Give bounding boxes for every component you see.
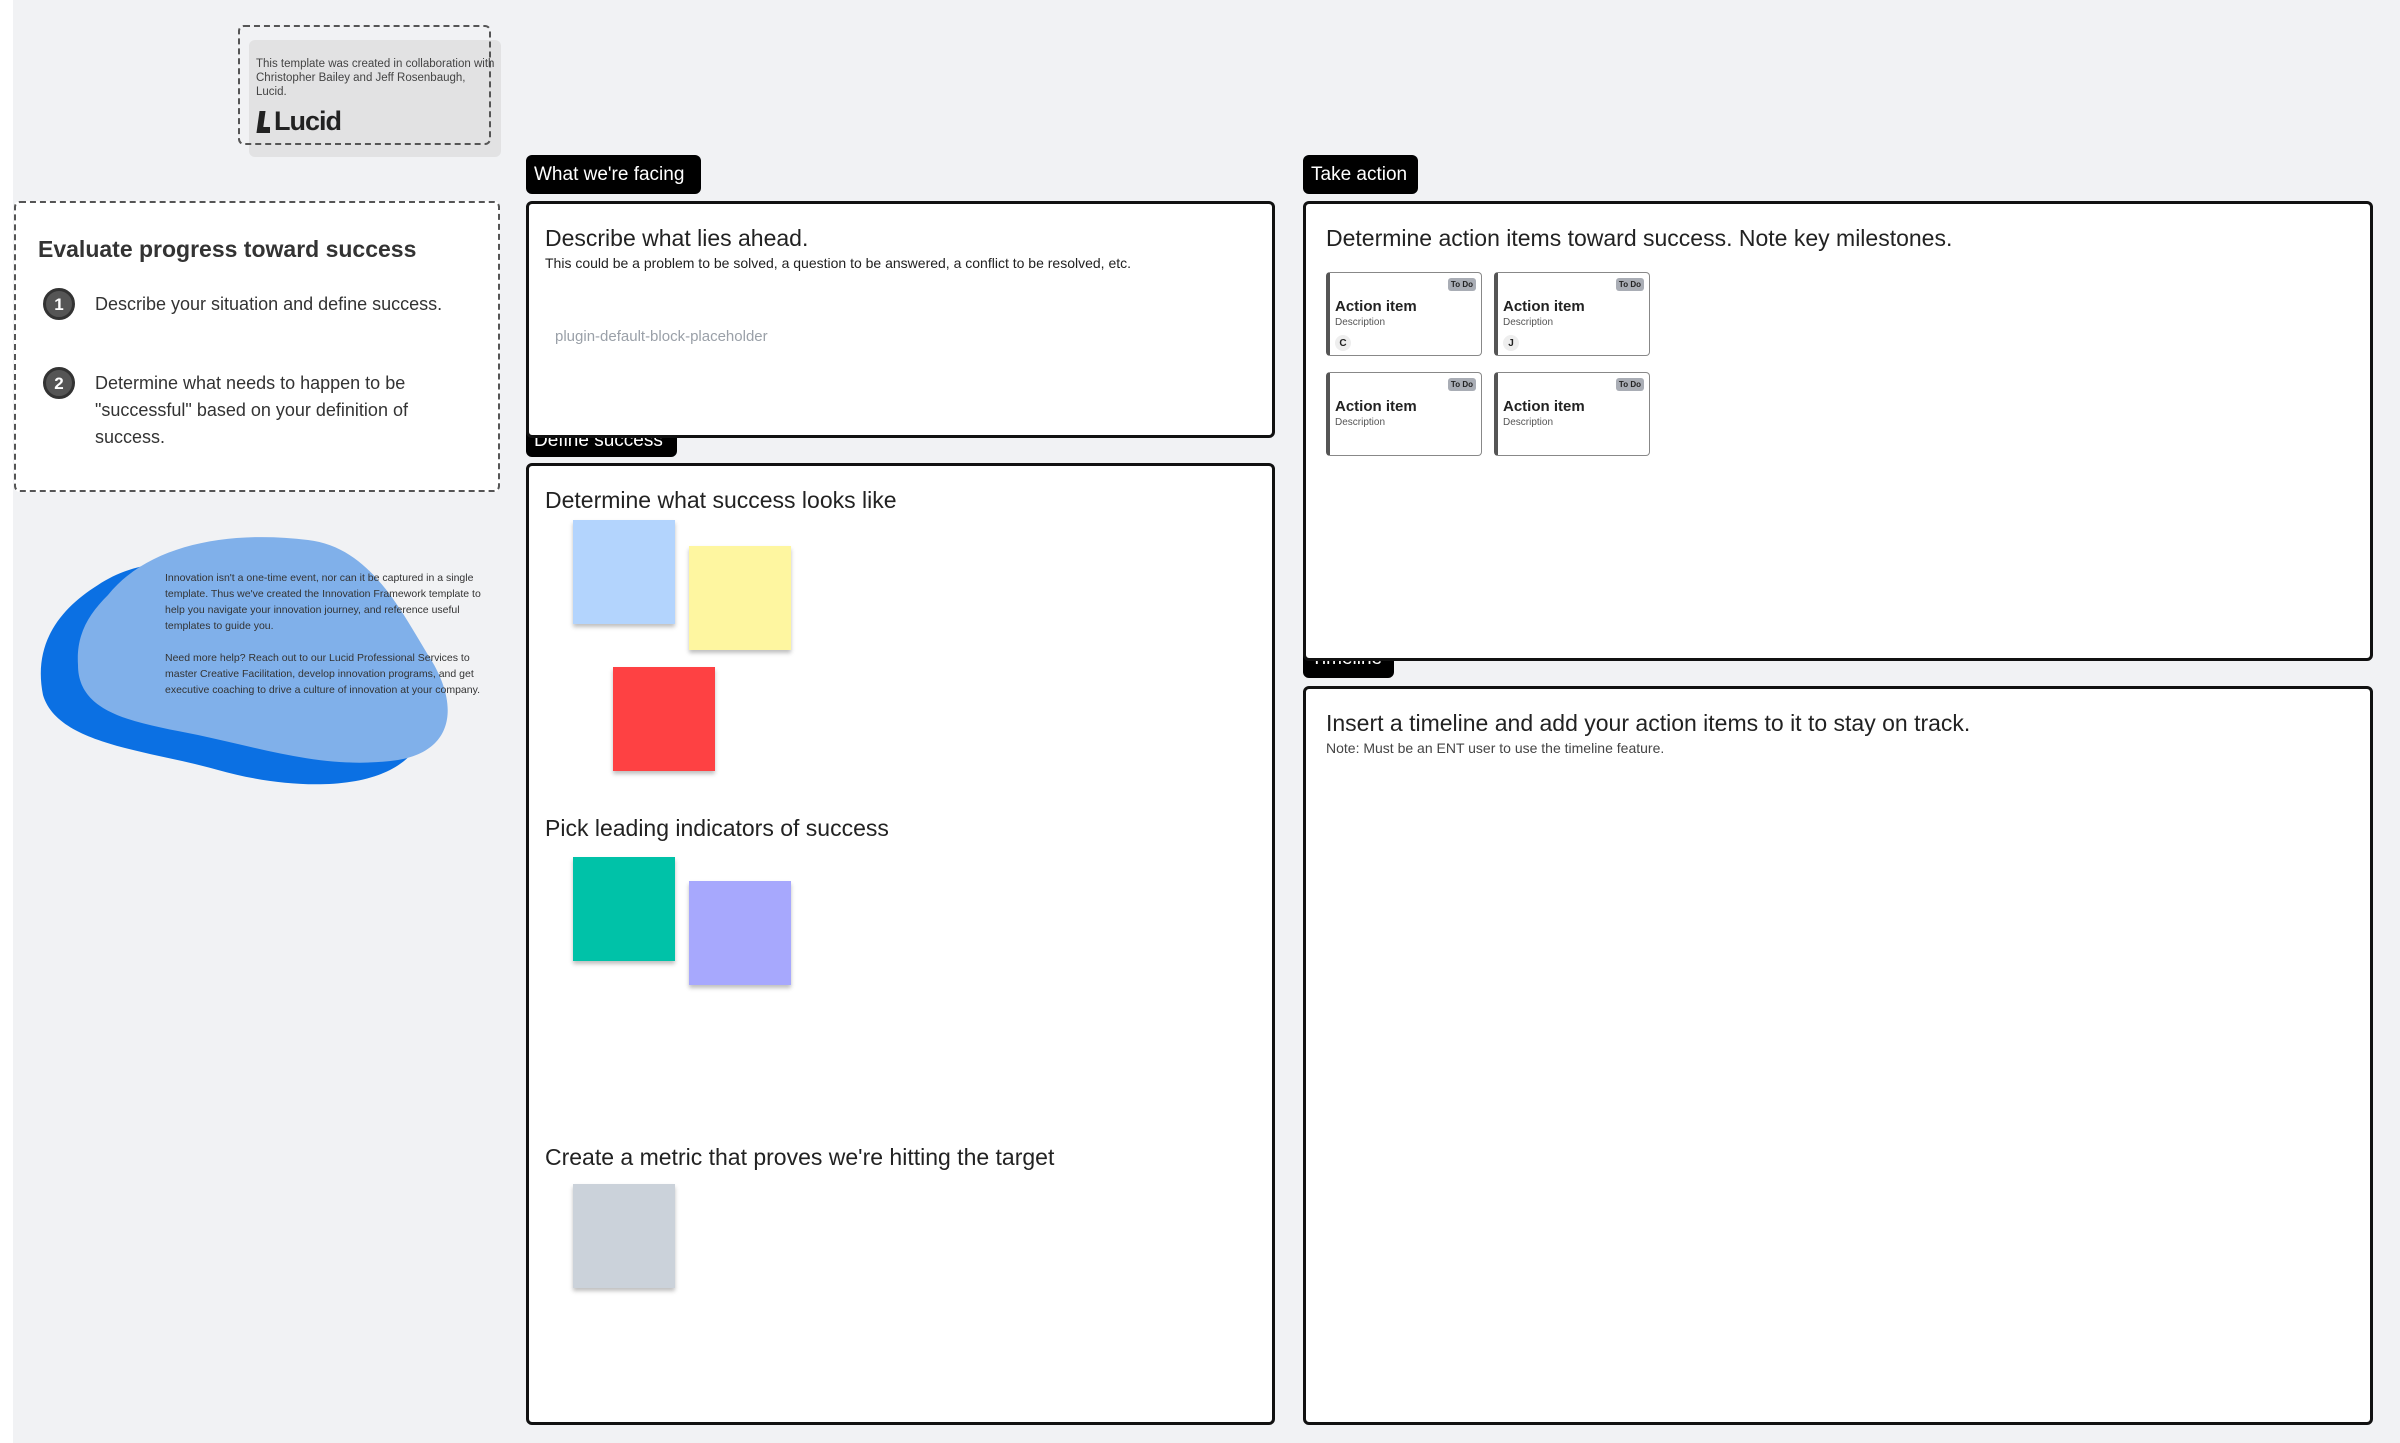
card-title: Action item: [1335, 298, 1417, 315]
sticky-note-red[interactable]: [613, 667, 715, 771]
facing-panel[interactable]: Describe what lies ahead. This could be …: [526, 201, 1275, 438]
credit-text: This template was created in collaborati…: [256, 58, 495, 98]
status-badge[interactable]: To Do: [1447, 378, 1476, 391]
step-text: Describe your situation and define succe…: [95, 294, 443, 314]
assignee-avatar[interactable]: C: [1335, 335, 1351, 351]
step-number-badge: 2: [43, 367, 75, 399]
action-title: Determine action items toward success. N…: [1326, 225, 1953, 251]
action-panel[interactable]: Determine action items toward success. N…: [1303, 201, 2373, 661]
sticky-note-gray[interactable]: [573, 1184, 675, 1288]
step-number-badge: 1: [43, 288, 75, 320]
facing-title: Describe what lies ahead.: [545, 225, 809, 251]
section-heading: Determine what success looks like: [545, 487, 897, 513]
lucid-logo-icon: [258, 111, 270, 133]
blob-front-shape: [77, 537, 448, 763]
action-tag[interactable]: Take action: [1303, 155, 1418, 194]
action-card[interactable]: To Do Action item Description J: [1494, 272, 1650, 356]
status-badge[interactable]: To Do: [1447, 278, 1476, 291]
timeline-panel[interactable]: Insert a timeline and add your action it…: [1303, 686, 2373, 1425]
credit-card[interactable]: [249, 40, 501, 157]
sticky-note-purple[interactable]: [689, 881, 791, 985]
section-heading: Create a metric that proves we're hittin…: [545, 1144, 1055, 1170]
action-card[interactable]: To Do Action item Description: [1326, 372, 1482, 456]
sticky-note-yellow[interactable]: [689, 546, 791, 650]
action-card[interactable]: To Do Action item Description C: [1326, 272, 1482, 356]
section-heading: Pick leading indicators of success: [545, 815, 889, 841]
facing-subtitle: This could be a problem to be solved, a …: [545, 255, 1132, 271]
step-text: Determine what needs to happen to be "su…: [95, 373, 408, 447]
card-title: Action item: [1503, 398, 1585, 415]
lucid-logo-text: Lucid: [274, 106, 342, 136]
facing-tag[interactable]: What we're facing: [526, 155, 701, 194]
step-2: 2 Determine what needs to happen to be "s…: [43, 367, 463, 451]
card-description: Description: [1503, 417, 1554, 428]
status-badge[interactable]: To Do: [1615, 378, 1644, 391]
timeline-note: Note: Must be an ENT user to use the tim…: [1326, 740, 1665, 756]
info-blob-text: Innovation isn't a one-time event, nor c…: [165, 570, 495, 698]
assignee-avatar[interactable]: J: [1503, 335, 1519, 351]
blob-paragraph-1: Innovation isn't a one-time event, nor c…: [165, 572, 481, 632]
status-badge[interactable]: To Do: [1615, 278, 1644, 291]
define-panel[interactable]: Determine what success looks like Pick l…: [526, 463, 1275, 1425]
action-card[interactable]: To Do Action item Description: [1494, 372, 1650, 456]
instructions-box[interactable]: Evaluate progress toward success 1 Descri…: [14, 201, 500, 492]
sticky-note-teal[interactable]: [573, 857, 675, 961]
info-blob[interactable]: [38, 535, 498, 791]
credit-frame: [238, 25, 491, 145]
timeline-title: Insert a timeline and add your action it…: [1326, 710, 1971, 736]
card-description: Description: [1335, 417, 1386, 428]
blob-paragraph-2: Need more help? Reach out to our Lucid P…: [165, 652, 480, 696]
lucid-logo: Lucid: [258, 106, 342, 137]
block-placeholder[interactable]: plugin-default-block-placeholder: [555, 328, 768, 345]
card-description: Description: [1335, 317, 1386, 328]
card-description: Description: [1503, 317, 1554, 328]
card-title: Action item: [1335, 398, 1417, 415]
instructions-title: Evaluate progress toward success: [38, 236, 417, 262]
canvas-edge: [0, 0, 13, 1443]
sticky-note-blue[interactable]: [573, 520, 675, 624]
card-title: Action item: [1503, 298, 1585, 315]
step-1: 1 Describe your situation and define succ…: [43, 288, 463, 320]
